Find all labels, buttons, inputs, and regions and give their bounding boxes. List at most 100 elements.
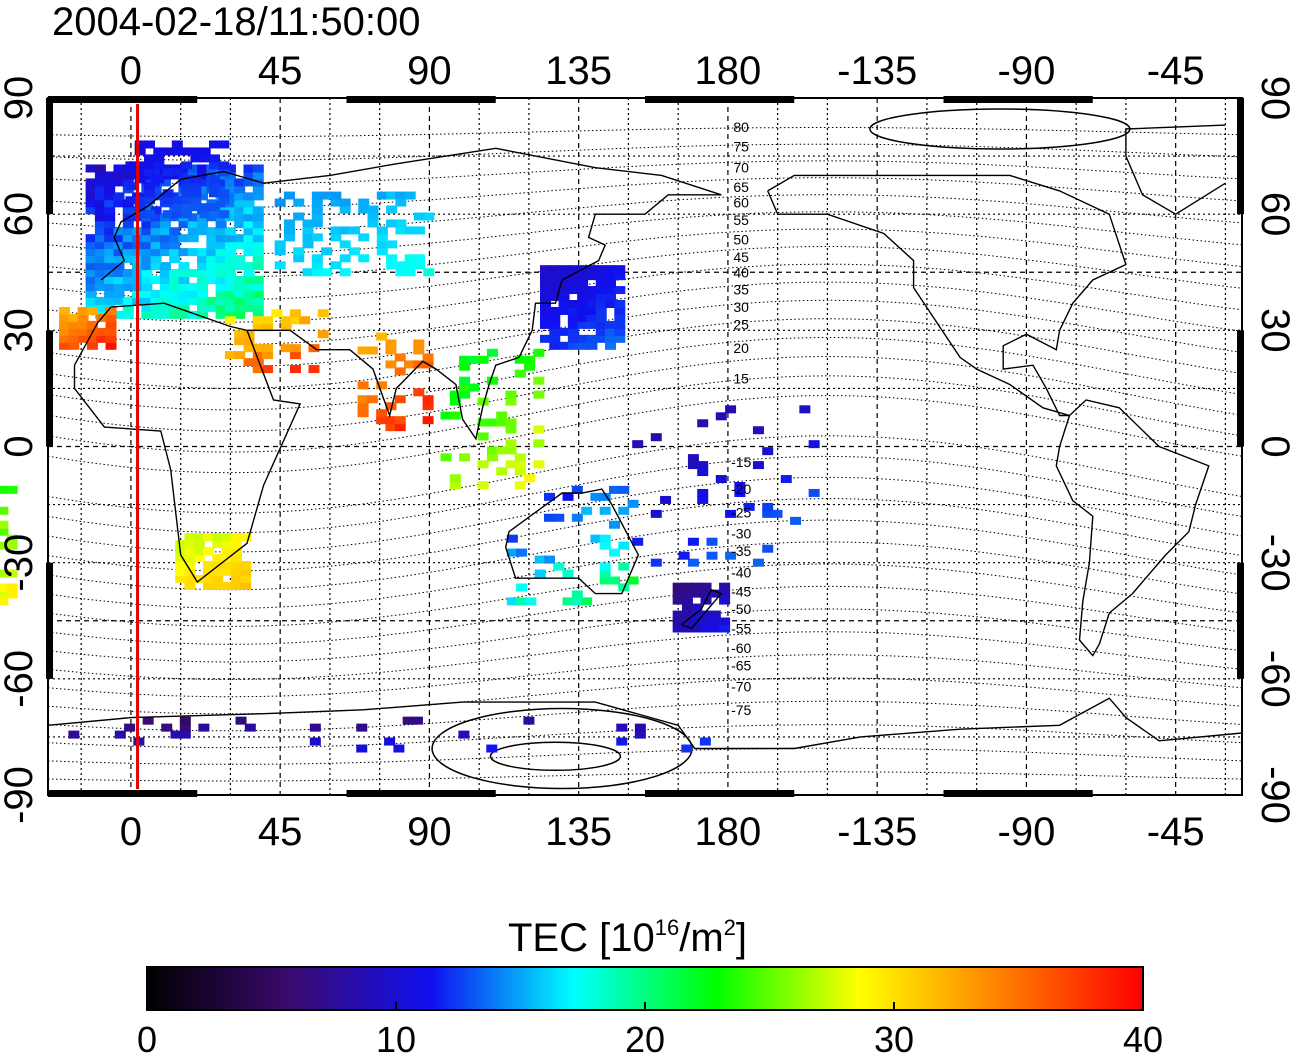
tec-cell [224,303,236,312]
tec-cell [159,262,171,271]
tec-cell [206,234,218,243]
tec-cell [143,154,155,163]
tec-cell [0,590,9,599]
tec-cell [252,303,264,312]
tec-cell [86,334,98,343]
tec-cell [567,334,579,343]
contour-label: -20 [731,481,751,497]
tec-cell [719,582,731,591]
tec-cell [224,255,236,264]
tec-cell [215,227,227,236]
tec-cell [104,213,116,222]
tec-cell [549,313,561,322]
tec-cell [540,306,551,315]
tec-cell [240,581,252,590]
tec-cell [577,306,589,315]
tec-cell [486,376,498,385]
tec-cell [395,226,407,235]
tec-cell [681,617,693,626]
tec-cell [178,282,190,291]
y-tick-label-right: -30 [1253,534,1292,592]
tec-cell [586,265,598,274]
tec-cell [224,269,236,278]
tec-cell [514,481,526,490]
contour-line [47,677,1243,715]
tec-cell [159,234,171,243]
tec-cell [234,220,246,229]
tec-cell [215,269,227,278]
tec-cell [105,327,117,336]
tec-cell [252,255,264,264]
y-tick-label-left: -30 [0,534,41,592]
tec-cell [184,581,196,590]
tec-cell [221,547,233,556]
tec-cell [422,416,434,425]
contour-label: -35 [731,543,751,559]
tec-cell [104,227,116,236]
tec-cell [206,227,218,236]
tec-cell [104,296,116,305]
tec-cell [577,286,589,295]
tec-cell [533,425,545,434]
tec-cell [141,248,153,257]
tec-cell [558,272,570,281]
tec-cell [743,502,755,511]
tec-cell [394,416,406,425]
x-tick-label-bottom: 0 [120,810,142,854]
tec-cell [505,425,517,434]
tec-cell [595,320,607,329]
tec-cell [77,334,89,343]
tec-cell [595,293,607,302]
tec-cell [302,233,314,242]
tec-cell [193,547,205,556]
tec-cell [449,481,461,490]
tec-cells [0,140,820,753]
tec-cell [599,534,611,543]
tec-cell [94,262,106,271]
tec-cell [59,320,71,329]
tec-cell [94,164,106,173]
tec-cell [141,227,153,236]
tec-cell [162,189,174,198]
tec-cell [105,320,117,329]
tec-cell [94,241,106,250]
tec-cell [280,323,292,332]
tec-cell [274,240,286,249]
tec-cell [562,597,574,606]
tec-cell [697,419,709,428]
tec-cell [540,320,551,329]
tec-cell [404,226,416,235]
x-tick-label-top: 135 [545,49,612,93]
tec-cell [496,446,508,455]
tec-cell [595,313,607,322]
tec-cell [153,161,165,170]
tec-cell [514,460,526,469]
coastline [504,488,640,595]
tec-cell [384,737,396,746]
tec-cell [122,303,134,312]
tec-cell [181,147,193,156]
tec-cell [169,275,181,284]
coastline [100,147,722,281]
tec-cell [244,723,256,732]
region-pacific-islands [632,405,820,567]
tec-cell [681,610,693,619]
tec-cell [577,320,589,329]
tec-cell [567,279,579,288]
contour-label: 60 [733,195,749,211]
tec-cell [243,337,255,346]
tec-cell [94,213,106,222]
region-scandinavia [125,140,230,219]
tec-cell [311,205,323,214]
tec-cell [224,275,236,284]
tec-cell [77,306,89,315]
x-tick-label-bottom: 180 [695,810,762,854]
tec-cell [218,196,230,205]
tec-cell [94,185,106,194]
region-south-africa [175,533,252,590]
tec-cell [134,161,146,170]
tec-cell [178,262,190,271]
tec-cell [402,716,414,725]
x-tick-label-bottom: 135 [545,810,612,854]
region-antarctica-coast [68,716,711,753]
